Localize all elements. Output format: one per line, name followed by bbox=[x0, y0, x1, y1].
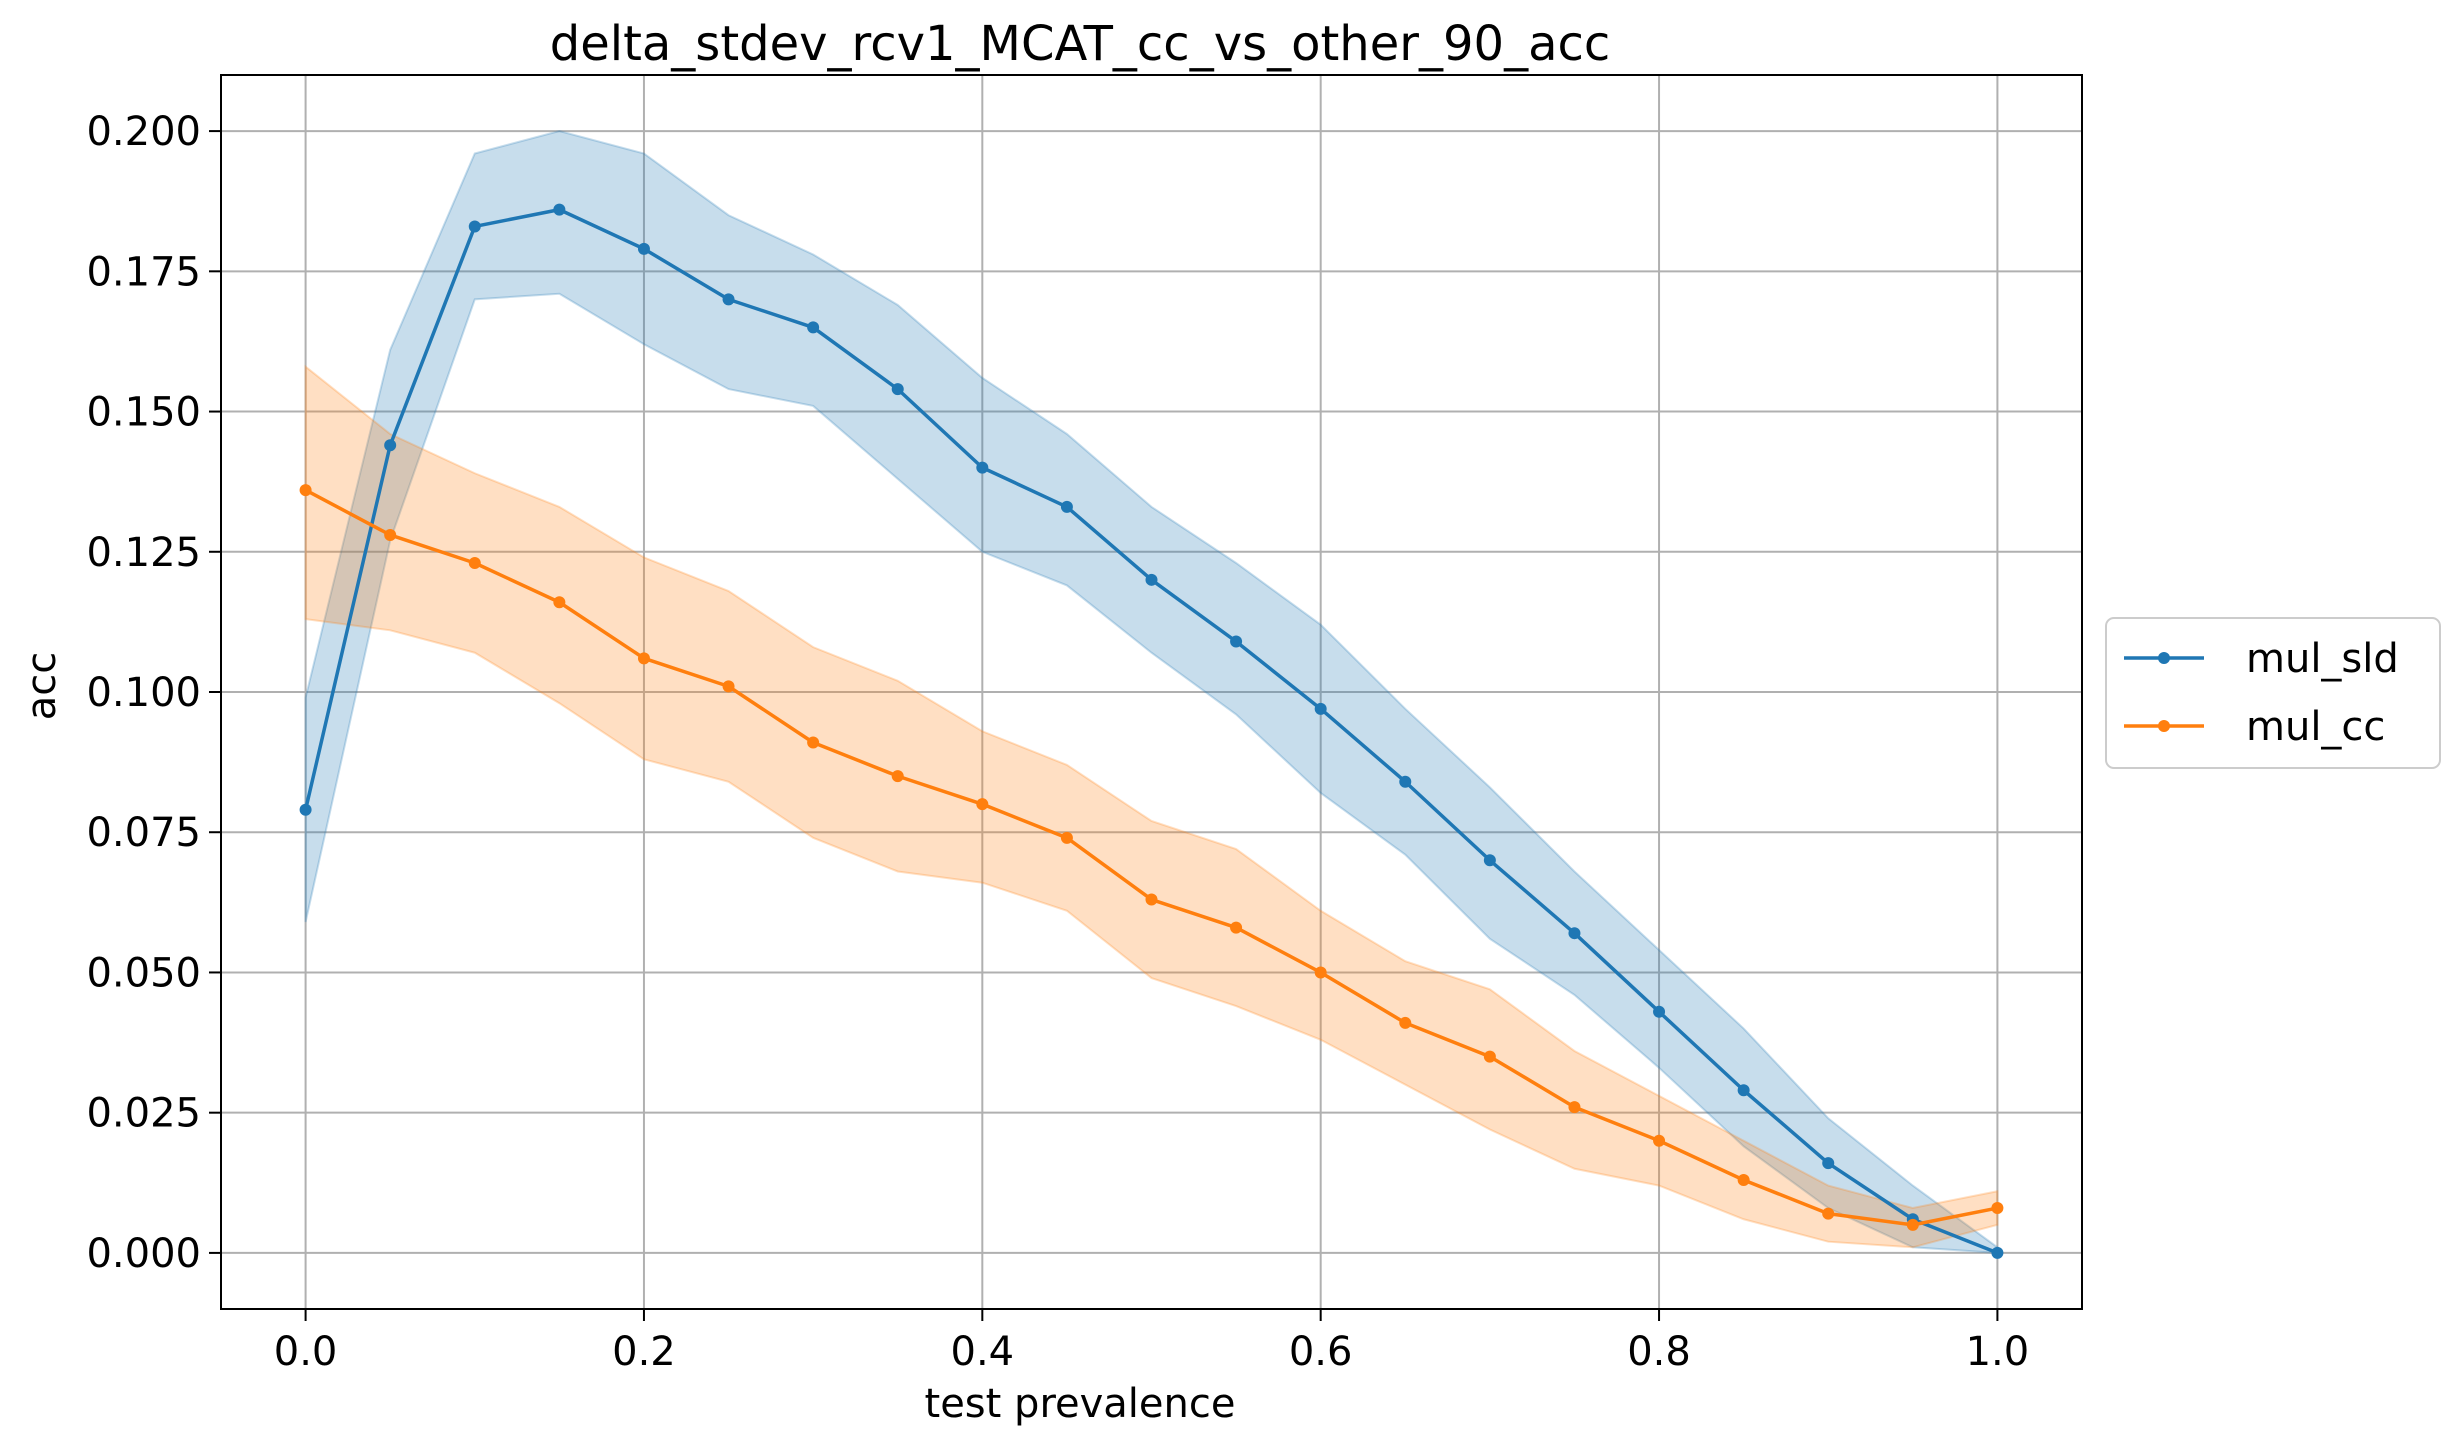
mul_cc-point bbox=[976, 798, 989, 811]
series-points bbox=[299, 203, 2004, 1259]
mul_cc-band bbox=[304, 364, 1999, 1249]
mul_sld-point bbox=[891, 383, 904, 396]
x-axis-label: test prevalence bbox=[925, 1381, 1236, 1427]
legend-label: mul_cc bbox=[2246, 704, 2385, 750]
legend-label: mul_sld bbox=[2246, 636, 2399, 682]
mul_sld-point bbox=[553, 203, 566, 216]
mul_cc-point bbox=[807, 736, 820, 749]
mul_sld-point bbox=[1145, 573, 1158, 586]
mul_cc-point bbox=[637, 652, 650, 665]
mul_sld-point bbox=[1737, 1084, 1750, 1097]
chart-title: delta_stdev_rcv1_MCAT_cc_vs_other_90_acc bbox=[550, 16, 1611, 72]
mul_cc-point bbox=[1314, 966, 1327, 979]
y-axis-ticks: 0.000 0.025 0.050 0.075 0.100 0.125 0.150 0.175… bbox=[86, 109, 221, 1277]
mul_cc-point bbox=[1145, 893, 1158, 906]
mul_cc-point bbox=[1399, 1016, 1412, 1029]
mul_cc-point bbox=[1822, 1207, 1835, 1220]
mul_sld-point bbox=[976, 461, 989, 474]
y-tick-label: 0.200 bbox=[86, 109, 201, 155]
mul_sld-point bbox=[1653, 1005, 1666, 1018]
mul_cc-point bbox=[1653, 1134, 1666, 1147]
y-tick-label: 0.075 bbox=[86, 810, 201, 856]
x-tick-label: 0.6 bbox=[1289, 1329, 1353, 1375]
mul_cc-point bbox=[1568, 1101, 1581, 1114]
y-tick-label: 0.175 bbox=[86, 249, 201, 295]
mul_cc-point bbox=[299, 484, 312, 497]
x-tick-label: 0.8 bbox=[1627, 1329, 1691, 1375]
mul_sld-point bbox=[468, 220, 481, 233]
mul_cc-point bbox=[891, 770, 904, 783]
y-tick-label: 0.150 bbox=[86, 390, 201, 436]
mul_sld-point bbox=[637, 242, 650, 255]
y-tick-label: 0.025 bbox=[86, 1091, 201, 1137]
mul_sld-point bbox=[1399, 775, 1412, 788]
mul_sld-point bbox=[1314, 702, 1327, 715]
mul_cc-point bbox=[468, 556, 481, 569]
x-tick-label: 0.4 bbox=[951, 1329, 1015, 1375]
mul_sld-point bbox=[299, 803, 312, 816]
y-tick-label: 0.000 bbox=[86, 1231, 201, 1277]
mul_sld-point bbox=[1230, 635, 1243, 648]
mul_sld-point bbox=[722, 293, 735, 306]
mul_sld-point bbox=[384, 439, 397, 452]
mul_cc-point bbox=[1060, 831, 1073, 844]
mul_sld-point bbox=[1822, 1157, 1835, 1170]
mul_cc-point bbox=[1737, 1173, 1750, 1186]
y-tick-label: 0.125 bbox=[86, 530, 201, 576]
legend-box bbox=[2105, 617, 2441, 769]
mul_cc-point bbox=[384, 528, 397, 541]
y-axis-label: acc bbox=[19, 652, 65, 721]
mul_sld-point bbox=[1991, 1246, 2004, 1259]
x-axis-ticks: 0.0 0.2 0.4 0.6 0.8 1.0 bbox=[274, 1309, 2029, 1375]
mul_cc-point bbox=[1230, 921, 1243, 934]
mul_cc-point bbox=[553, 596, 566, 609]
mul_cc-point bbox=[722, 680, 735, 693]
mul_cc-point bbox=[1906, 1218, 1919, 1231]
legend-marker bbox=[2158, 652, 2170, 664]
mul_sld-point bbox=[1060, 500, 1073, 513]
y-tick-label: 0.100 bbox=[86, 670, 201, 716]
mul_sld-point bbox=[1568, 927, 1581, 940]
y-tick-label: 0.050 bbox=[86, 950, 201, 996]
legend: mul_sld mul_cc bbox=[2105, 617, 2441, 769]
x-tick-label: 0.0 bbox=[274, 1329, 338, 1375]
legend-marker bbox=[2158, 720, 2170, 732]
mul_sld-point bbox=[807, 321, 820, 334]
mul_cc-point bbox=[1991, 1202, 2004, 1215]
x-tick-label: 0.2 bbox=[612, 1329, 676, 1375]
grid-lines bbox=[221, 75, 2082, 1309]
mul_cc-point bbox=[1483, 1050, 1496, 1063]
mul_sld-point bbox=[1483, 854, 1496, 867]
x-tick-label: 1.0 bbox=[1966, 1329, 2030, 1375]
